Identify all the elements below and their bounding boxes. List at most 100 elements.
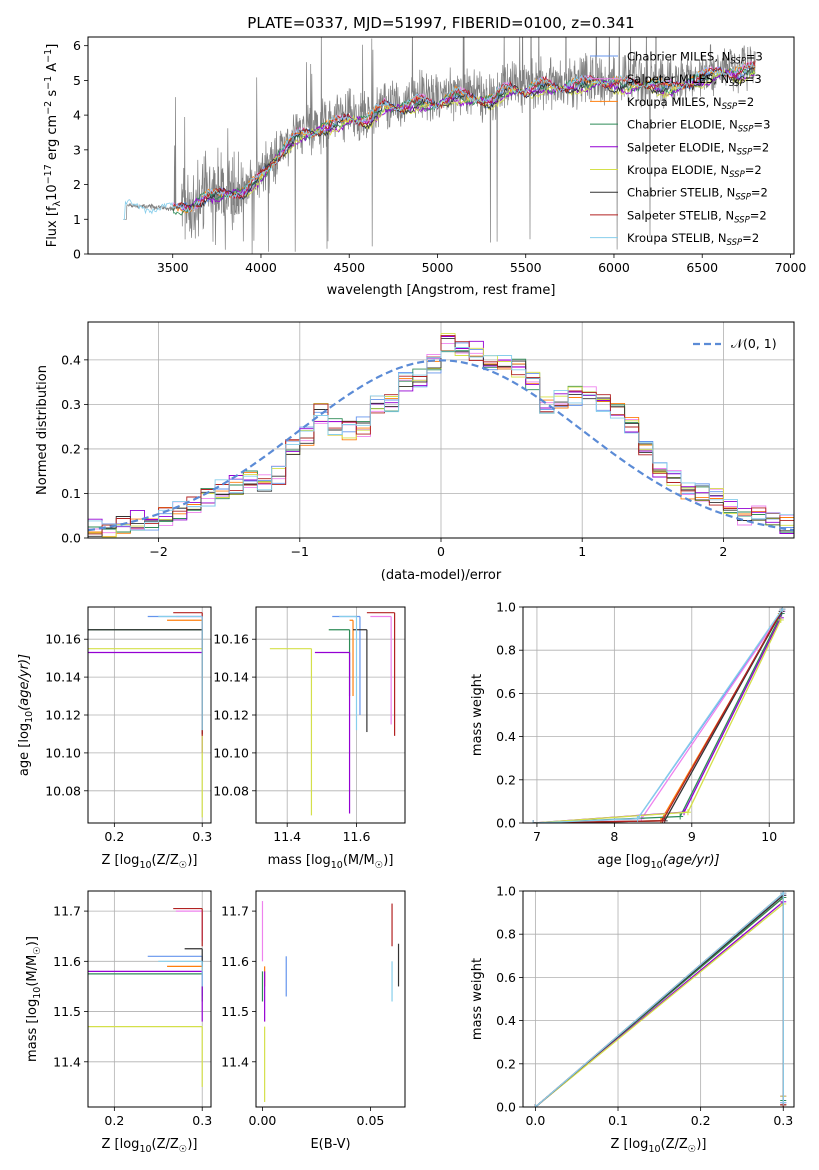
age-vs-mass-panel: 11.4 11.6 10.08 10.10 10.12 10.14 10.16 mass [l… <box>213 606 406 871</box>
spectrum-panel: 3500 4000 4500 5000 5500 6000 6500 7000 0 1 2 3 4 5 6 w… <box>43 36 807 298</box>
x-axis-label: mass [log10(M/M☉)] <box>268 853 394 871</box>
axes-frame <box>522 606 795 824</box>
legend-entry: 𝒩(0, 1) <box>731 336 777 351</box>
y-tick-label: 10.10 <box>213 745 249 760</box>
y-axis-label: mass weight <box>470 958 485 1040</box>
y-tick-label: 5 <box>73 73 81 88</box>
y-tick-label: 0.4 <box>496 1013 516 1028</box>
model-spectrum-chabrier-stelib <box>172 66 756 211</box>
x-axis-label: (data-model)/error <box>381 568 502 583</box>
legend-entry: Salpeter MILES, NSSP=3 <box>627 72 762 89</box>
legend-entry: Chabrier STELIB, NSSP=2 <box>627 186 768 203</box>
y-tick-label: 0.0 <box>496 816 516 831</box>
y-tick-label: 1.0 <box>496 884 516 899</box>
model-spectrum-kroupa-stelib <box>123 62 755 220</box>
y-tick-label: 11.5 <box>53 1004 81 1019</box>
x-tick-label: 5000 <box>422 260 454 275</box>
x-tick-label: 11.6 <box>343 829 371 844</box>
y-tick-label: 3 <box>73 142 81 157</box>
y-tick-label: 10.16 <box>213 632 249 647</box>
x-tick-label: 5500 <box>510 260 542 275</box>
y-axis-label: mass [log10(M/M☉)] <box>25 936 43 1062</box>
y-tick-label: 0.3 <box>61 397 81 412</box>
x-tick-label: 0.05 <box>357 1113 385 1128</box>
y-tick-label: 0.0 <box>496 1100 516 1115</box>
x-tick-label: 0.1 <box>608 1113 628 1128</box>
y-tick-label: 2 <box>73 177 81 192</box>
x-axis-label: E(B-V) <box>310 1137 350 1152</box>
x-tick-label: 3500 <box>157 260 189 275</box>
y-tick-label: 10.12 <box>45 708 81 723</box>
y-tick-label: 0.8 <box>496 643 516 658</box>
y-tick-label: 10.14 <box>45 670 81 685</box>
legend-entry: Salpeter STELIB, NSSP=2 <box>627 208 767 225</box>
x-tick-label: 0.2 <box>691 1113 711 1128</box>
x-tick-label: 2 <box>719 544 727 559</box>
y-tick-label: 0.6 <box>496 686 516 701</box>
y-tick-label: 10.16 <box>45 632 81 647</box>
legend-entry: Kroupa MILES, NSSP=2 <box>627 95 754 112</box>
x-tick-label: 0 <box>437 544 445 559</box>
y-tick-label: 0.4 <box>61 352 81 367</box>
x-axis-label: Z [log10(Z/Z☉)] <box>102 1137 198 1155</box>
axes-frame <box>87 890 212 1108</box>
model-spectrum-salpeter-elodie <box>181 68 755 211</box>
y-tick-label: 10.10 <box>45 745 81 760</box>
y-tick-label: 11.7 <box>221 904 249 919</box>
x-tick-label: 0.0 <box>525 1113 545 1128</box>
weight-vs-Z-panel: 0.0 0.1 0.2 0.3 0.0 0.2 0.4 0.6 0.8 1.0 Z [log10(Z… <box>470 884 795 1155</box>
residual-histogram <box>88 334 794 535</box>
age-vs-Z-panel: 0.2 0.3 10.08 10.10 10.12 10.14 10.16 Z [log10(… <box>17 606 212 871</box>
x-tick-label: 0.2 <box>104 1113 124 1128</box>
x-tick-label: 4000 <box>245 260 277 275</box>
x-tick-label: 6500 <box>686 260 718 275</box>
y-tick-label: 0.0 <box>61 531 81 546</box>
residuals-panel: −2 −1 0 1 2 0.0 0.1 0.2 0.3 0.4 (data-model)/error… <box>35 321 795 583</box>
y-tick-label: 0 <box>73 247 81 262</box>
normal-curve <box>88 359 794 532</box>
x-axis-label: Z [log10(Z/Z☉)] <box>102 853 198 871</box>
y-tick-label: 11.4 <box>53 1054 81 1069</box>
x-tick-label: 1 <box>578 544 586 559</box>
x-tick-label: 0.3 <box>192 829 212 844</box>
y-axis-label: mass weight <box>470 674 485 756</box>
y-axis-label: age [log10(age/yr)] <box>17 654 35 776</box>
y-tick-label: 11.4 <box>221 1054 249 1069</box>
x-tick-label: −2 <box>149 544 167 559</box>
y-tick-label: 10.12 <box>213 708 249 723</box>
x-tick-label: 8 <box>610 829 618 844</box>
x-tick-label: 10 <box>761 829 777 844</box>
y-tick-label: 11.5 <box>221 1004 249 1019</box>
y-tick-label: 0.2 <box>61 441 81 456</box>
x-tick-label: 7000 <box>775 260 807 275</box>
legend: Chabrier MILES, NSSP=3 Salpeter MILES, NS… <box>590 50 770 248</box>
weight-vs-age-panel: 7 8 9 10 0.0 0.2 0.4 0.6 0.8 1.0 age [log10(age/yr… <box>470 600 795 871</box>
figure-title: PLATE=0337, MJD=51997, FIBERID=0100, z=0… <box>247 14 634 32</box>
y-axis-label: Flux [fλ10−17 erg cm−2 s−1 A−1] <box>43 44 63 248</box>
x-tick-label: 0.3 <box>192 1113 212 1128</box>
x-tick-label: −1 <box>291 544 309 559</box>
axes-frame <box>522 890 795 1108</box>
y-tick-label: 0.1 <box>61 486 81 501</box>
residual-histogram <box>88 347 794 531</box>
x-tick-label: 9 <box>688 829 696 844</box>
x-tick-label: 0.2 <box>104 829 124 844</box>
legend-entry: Chabrier ELODIE, NSSP=3 <box>627 118 770 135</box>
mass-vs-EBV-panel: 0.00 0.05 11.4 11.5 11.6 11.7 E(B-V) <box>221 890 406 1152</box>
y-axis-label: Normed distribution <box>35 365 50 495</box>
axes-frame <box>255 890 406 1108</box>
x-tick-label: 0.00 <box>249 1113 277 1128</box>
x-axis-label: age [log10(age/yr)] <box>597 853 719 871</box>
y-tick-label: 6 <box>73 38 81 53</box>
y-tick-label: 1.0 <box>496 600 516 615</box>
y-tick-label: 11.6 <box>221 954 249 969</box>
y-tick-label: 11.6 <box>53 954 81 969</box>
legend-entry: Salpeter ELODIE, NSSP=2 <box>627 140 769 157</box>
legend-entry: Kroupa ELODIE, NSSP=2 <box>627 163 762 180</box>
x-tick-label: 0.3 <box>773 1113 793 1128</box>
x-axis-label: Z [log10(Z/Z☉)] <box>611 1137 707 1155</box>
y-tick-label: 0.6 <box>496 970 516 985</box>
y-tick-label: 4 <box>73 108 81 123</box>
y-tick-label: 11.7 <box>53 904 81 919</box>
